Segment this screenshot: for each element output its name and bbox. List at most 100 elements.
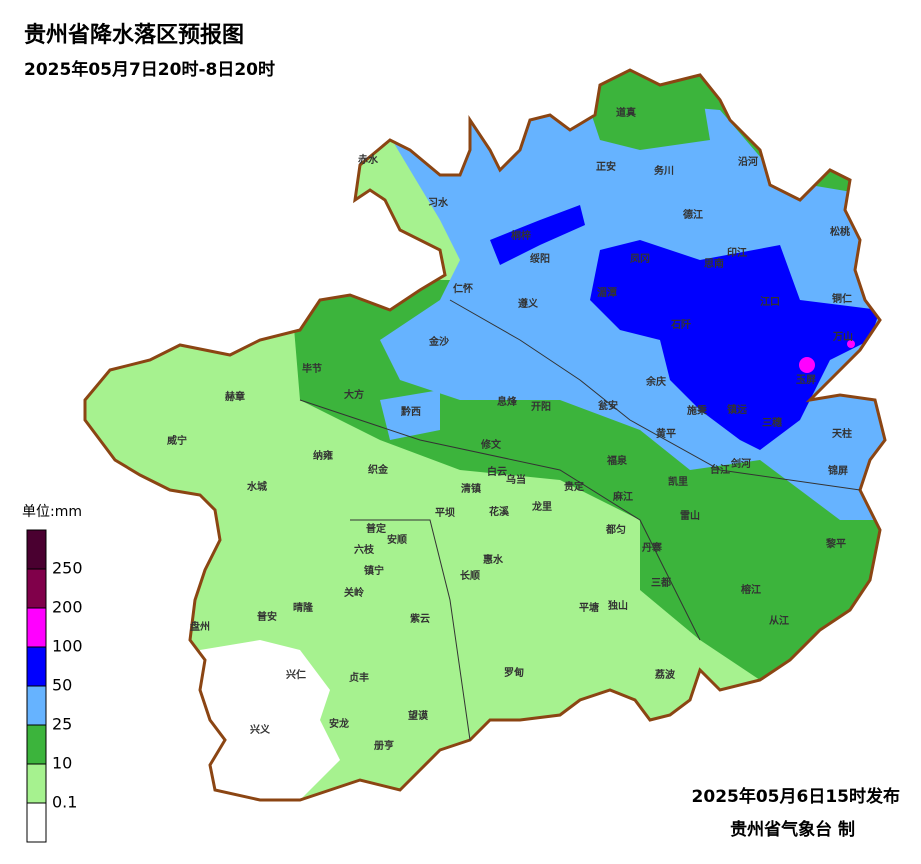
- county-label: 道真: [616, 106, 636, 119]
- county-label: 罗甸: [504, 666, 524, 679]
- county-label: 贞丰: [349, 671, 369, 684]
- county-label: 望谟: [408, 709, 429, 722]
- county-label: 石阡: [670, 318, 691, 331]
- legend-swatch: [26, 685, 47, 726]
- county-label: 万山: [832, 330, 853, 343]
- county-label: 织金: [368, 463, 389, 476]
- map-subtitle: 2025年05月7日20时-8日20时: [24, 59, 275, 80]
- county-label: 玉屏: [796, 374, 816, 386]
- legend-label: 50: [52, 676, 72, 695]
- county-label: 江口: [760, 295, 780, 308]
- county-label: 普定: [366, 522, 386, 535]
- county-label: 思南: [704, 257, 724, 270]
- county-label: 关岭: [344, 586, 364, 599]
- county-label: 开阳: [531, 401, 551, 413]
- legend-swatch: [26, 763, 47, 804]
- county-label: 紫云: [410, 612, 430, 625]
- county-label: 绥阳: [530, 252, 550, 265]
- county-label: 清镇: [461, 482, 481, 495]
- area-light-blue: [380, 390, 440, 440]
- county-label: 独山: [608, 599, 628, 612]
- county-label: 平坝: [435, 506, 455, 519]
- county-label: 金沙: [428, 335, 449, 348]
- county-label: 长顺: [460, 569, 480, 582]
- publish-date: 2025年05月6日15时发布: [692, 786, 900, 807]
- county-label: 镇宁: [364, 564, 384, 577]
- county-label: 安顺: [387, 533, 407, 546]
- county-label: 铜仁: [832, 292, 852, 305]
- area-magenta: [799, 357, 815, 373]
- county-label: 白云: [487, 465, 507, 478]
- county-label: 乌当: [506, 473, 526, 486]
- legend-swatch: [26, 724, 47, 765]
- county-label: 晴隆: [293, 601, 314, 614]
- county-label: 黔西: [401, 405, 421, 418]
- county-label: 仁怀: [453, 282, 473, 295]
- county-label: 赫章: [225, 390, 245, 403]
- county-label: 毕节: [302, 362, 322, 375]
- county-label: 安龙: [329, 717, 349, 730]
- county-label: 锦屏: [828, 464, 848, 477]
- map-title: 贵州省降水落区预报图: [24, 23, 244, 48]
- county-label: 剑河: [730, 457, 751, 470]
- county-label: 凯里: [668, 475, 688, 488]
- county-label: 丹寨: [642, 541, 662, 554]
- county-label: 普安: [257, 610, 277, 623]
- legend-label: 200: [52, 598, 83, 617]
- county-label: 盘州: [190, 620, 210, 633]
- area-white: [200, 640, 340, 800]
- legend-label: 100: [52, 637, 83, 656]
- legend: 250 200 100 50 25 10 0.1: [26, 529, 83, 843]
- region-border: [299, 399, 701, 641]
- county-label: 六枝: [354, 543, 375, 556]
- county-label: 水城: [246, 480, 267, 493]
- legend-swatch: [26, 802, 47, 843]
- county-label: 榕江: [741, 583, 761, 596]
- county-label: 册亨: [374, 739, 394, 752]
- legend-swatch: [26, 646, 47, 687]
- area-magenta: [847, 340, 855, 348]
- legend-swatch: [26, 529, 47, 570]
- county-label: 德江: [682, 208, 703, 221]
- county-label: 雷山: [680, 509, 700, 522]
- county-label: 湄潭: [597, 286, 617, 299]
- county-label: 息烽: [497, 395, 518, 408]
- legend-label: 0.1: [52, 793, 77, 812]
- county-label: 习水: [428, 196, 449, 209]
- county-label: 纳雍: [313, 449, 333, 462]
- county-label: 赤水: [358, 153, 379, 166]
- county-label: 务川: [654, 164, 674, 177]
- county-label: 天柱: [832, 427, 852, 440]
- legend-label: 10: [52, 754, 72, 773]
- county-label: 福泉: [606, 454, 628, 467]
- county-label: 修文: [480, 438, 502, 451]
- area-blue: [590, 240, 880, 450]
- county-label: 正安: [596, 160, 616, 173]
- county-label: 大方: [344, 388, 364, 401]
- county-label: 三都: [651, 576, 671, 589]
- county-label: 黄平: [656, 427, 676, 440]
- county-label: 黎平: [826, 537, 846, 550]
- county-label: 瓮安: [598, 399, 618, 412]
- county-label: 镇远: [727, 403, 747, 416]
- county-label: 松桃: [830, 225, 850, 238]
- county-label: 平塘: [579, 601, 599, 614]
- county-label: 荔波: [654, 668, 676, 681]
- county-label: 花溪: [489, 505, 510, 518]
- county-label: 台江: [710, 463, 730, 476]
- county-label: 麻江: [612, 490, 633, 503]
- county-label: 施秉: [687, 404, 708, 417]
- county-label: 遵义: [518, 297, 539, 310]
- county-label: 沿河: [738, 155, 758, 168]
- county-label: 兴义: [250, 723, 271, 736]
- area-blue: [490, 205, 585, 265]
- region-border: [449, 299, 861, 491]
- legend-swatch: [26, 607, 47, 648]
- county-label: 龙里: [531, 500, 552, 513]
- county-label: 凤冈: [630, 253, 650, 265]
- county-label: 余庆: [645, 375, 666, 388]
- area-green: [580, 80, 710, 150]
- region-border: [350, 519, 471, 741]
